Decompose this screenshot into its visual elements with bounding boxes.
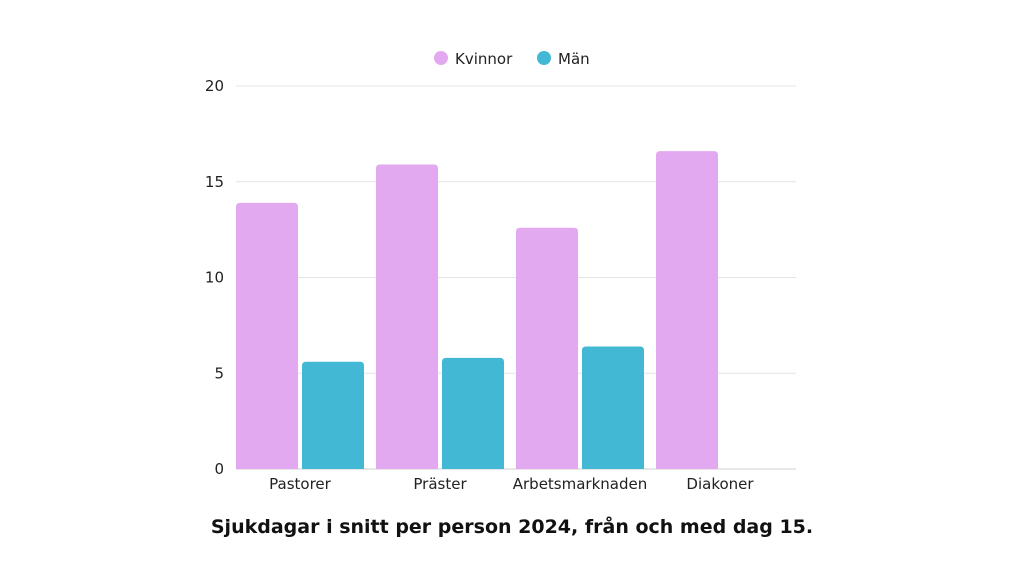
legend-label-man: Män bbox=[558, 50, 590, 68]
y-tick-label: 15 bbox=[205, 173, 224, 191]
x-tick-label: Diakoner bbox=[686, 475, 754, 493]
y-tick-label: 0 bbox=[214, 460, 224, 478]
x-tick-label: Arbetsmarknaden bbox=[513, 475, 648, 493]
y-tick-label: 5 bbox=[214, 364, 224, 382]
chart-title: Sjukdagar i snitt per person 2024, från … bbox=[210, 516, 814, 538]
legend: Kvinnor Män bbox=[434, 50, 590, 68]
bar-m-n-pastorer bbox=[302, 361, 364, 469]
x-tick-label: Pastorer bbox=[269, 475, 332, 493]
y-tick-label: 20 bbox=[205, 77, 224, 95]
bar-m-n-arbetsmarknaden bbox=[582, 346, 644, 469]
y-tick-label: 10 bbox=[205, 269, 224, 287]
bar-kvinnor-diakoner bbox=[656, 151, 718, 470]
bar-kvinnor-arbetsmarknaden bbox=[516, 227, 578, 469]
bar-m-n-pr-ster bbox=[442, 357, 504, 469]
bar-kvinnor-pastorer bbox=[236, 202, 298, 469]
x-tick-label: Präster bbox=[413, 475, 467, 493]
bars bbox=[236, 151, 718, 470]
legend-swatch-kvinnor bbox=[434, 51, 448, 65]
legend-label-kvinnor: Kvinnor bbox=[455, 50, 513, 68]
y-axis: 0 5 10 15 20 bbox=[205, 77, 224, 478]
bar-kvinnor-pr-ster bbox=[376, 164, 438, 469]
legend-swatch-man bbox=[537, 51, 551, 65]
x-axis: Pastorer Präster Arbetsmarknaden Diakoner bbox=[269, 475, 754, 493]
